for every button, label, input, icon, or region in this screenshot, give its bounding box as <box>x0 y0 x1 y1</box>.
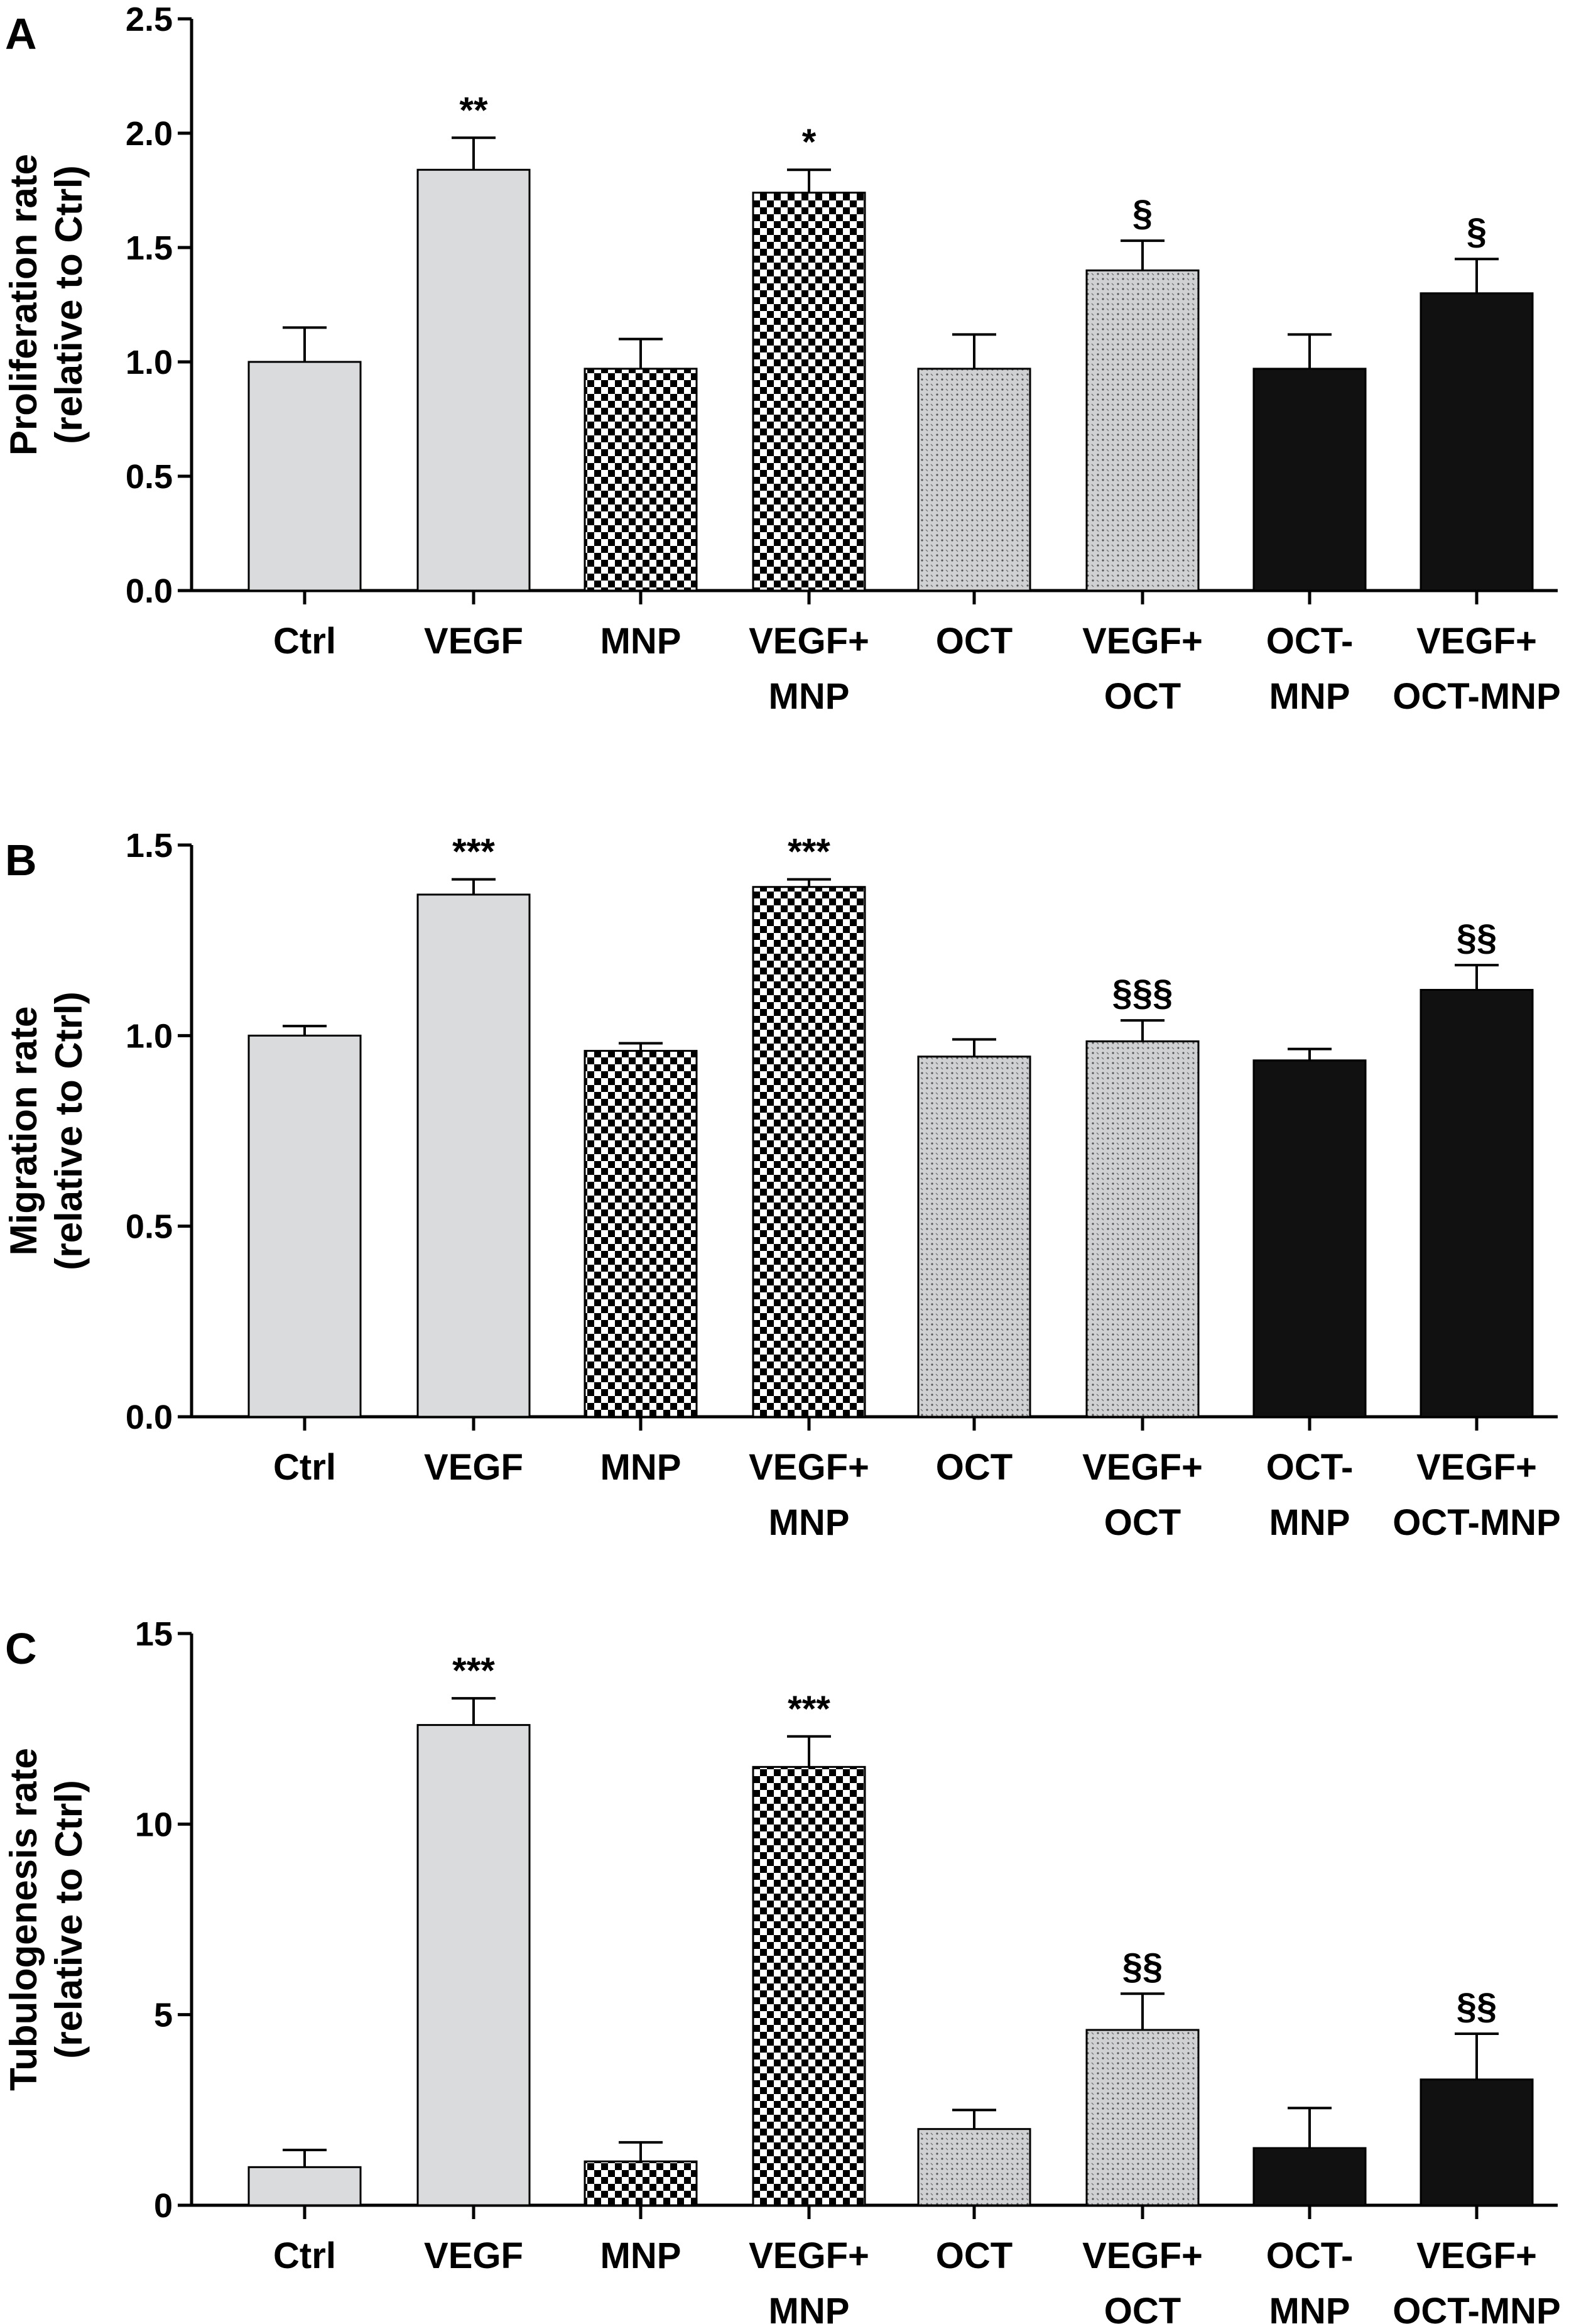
significance-label: *** <box>452 1650 495 1691</box>
panel-letter: A <box>5 9 37 58</box>
category-label: MNP <box>1269 2291 1350 2324</box>
category-label: OCT <box>1104 1502 1181 1543</box>
category-label: OCT <box>1104 2291 1181 2324</box>
category-label: OCT <box>1104 676 1181 717</box>
y-tick-label: 1.0 <box>126 1017 173 1055</box>
category-label: MNP <box>769 1502 850 1543</box>
significance-label: *** <box>788 1689 830 1730</box>
panel-c: C Tubulogenesis rate (relative to Ctrl) 0 5 1… <box>3 1615 1561 2324</box>
category-label: VEGF+ <box>749 1447 869 1488</box>
bar <box>1420 989 1534 1418</box>
bar <box>1085 269 1200 592</box>
y-axis-label: Tubulogenesis rate <box>3 1748 45 2091</box>
category-label: MNP <box>1269 676 1350 717</box>
bar <box>1420 292 1534 592</box>
y-tick-label: 0.0 <box>126 1399 173 1436</box>
bar <box>1420 2078 1534 2207</box>
significance-label: §§ <box>1457 917 1497 958</box>
bar <box>1252 2147 1367 2207</box>
y-axis-label: (relative to Ctrl) <box>48 165 90 444</box>
panel-a: A Proliferation rate (relative to Ctrl) 0.0… <box>3 1 1561 717</box>
bar <box>416 168 531 592</box>
category-label: Ctrl <box>273 1447 336 1488</box>
category-label: MNP <box>600 2235 681 2276</box>
category-label: MNP <box>1269 1502 1350 1543</box>
category-label: VEGF <box>424 621 523 662</box>
category-label: OCT-MNP <box>1393 1502 1560 1543</box>
significance-label: §§ <box>1122 1946 1163 1987</box>
category-label: MNP <box>769 2291 850 2324</box>
category-label: MNP <box>769 676 850 717</box>
bar <box>247 361 362 592</box>
category-label: OCT-MNP <box>1393 2291 1560 2324</box>
bar <box>1252 368 1367 592</box>
y-tick-label: 2.5 <box>126 1 173 38</box>
category-label: Ctrl <box>273 621 336 662</box>
y-tick-label: 5 <box>154 1997 173 2034</box>
y-tick-label: 1.5 <box>126 827 173 865</box>
bar <box>752 192 866 592</box>
category-label: OCT-MNP <box>1393 676 1560 717</box>
significance-label: * <box>802 122 817 163</box>
significance-label: ** <box>459 90 488 131</box>
category-label: OCT <box>936 2235 1013 2276</box>
category-label: VEGF+ <box>1416 1447 1537 1488</box>
category-label: VEGF+ <box>1416 621 1537 662</box>
category-label: VEGF+ <box>1416 2235 1537 2276</box>
bar <box>1085 1040 1200 1418</box>
y-axis-label: (relative to Ctrl) <box>48 991 90 1270</box>
bar <box>1252 1059 1367 1418</box>
bar <box>917 1056 1031 1418</box>
bar <box>584 2160 698 2207</box>
significance-label: § <box>1467 211 1487 252</box>
category-label: OCT <box>936 1447 1013 1488</box>
panel-letter: B <box>5 836 37 885</box>
category-label: Ctrl <box>273 2235 336 2276</box>
bar <box>584 1050 698 1418</box>
category-label: VEGF <box>424 1447 523 1488</box>
y-tick-label: 0.0 <box>126 572 173 610</box>
y-axis-label: Migration rate <box>3 1007 45 1256</box>
category-label: OCT- <box>1266 2235 1354 2276</box>
bar <box>416 893 531 1418</box>
category-label: OCT- <box>1266 1447 1354 1488</box>
category-label: VEGF+ <box>1082 1447 1203 1488</box>
y-tick-label: 0 <box>154 2187 173 2225</box>
y-tick-label: 10 <box>135 1806 173 1843</box>
bar <box>1085 2029 1200 2207</box>
bar <box>584 368 698 592</box>
bar <box>752 1765 866 2207</box>
category-label: MNP <box>600 1447 681 1488</box>
category-label: VEGF <box>424 2235 523 2276</box>
significance-label: §§ <box>1457 1986 1497 2027</box>
panel-letter: C <box>5 1624 37 1673</box>
category-label: VEGF+ <box>749 2235 869 2276</box>
significance-label: *** <box>452 832 495 873</box>
category-label: OCT- <box>1266 621 1354 662</box>
y-tick-label: 0.5 <box>126 1208 173 1246</box>
bar <box>247 1034 362 1418</box>
bar <box>917 2128 1031 2207</box>
y-tick-label: 0.5 <box>126 458 173 496</box>
bar <box>917 368 1031 592</box>
y-axis-label: Proliferation rate <box>3 154 45 456</box>
y-tick-label: 2.0 <box>126 115 173 153</box>
category-label: OCT <box>936 621 1013 662</box>
category-label: VEGF+ <box>1082 2235 1203 2276</box>
category-label: MNP <box>600 621 681 662</box>
bar <box>416 1724 531 2207</box>
panel-b: B Migration rate (relative to Ctrl) 0.0 0.5 1… <box>3 827 1561 1543</box>
category-label: VEGF+ <box>1082 621 1203 662</box>
y-axis-label: (relative to Ctrl) <box>48 1780 90 2058</box>
bar <box>247 2166 362 2207</box>
significance-label: § <box>1132 193 1153 234</box>
significance-label: §§§ <box>1112 973 1173 1013</box>
category-label: VEGF+ <box>749 621 869 662</box>
y-tick-label: 15 <box>135 1615 173 1653</box>
bar <box>752 886 866 1418</box>
y-tick-label: 1.5 <box>126 229 173 267</box>
significance-label: *** <box>788 832 830 873</box>
y-tick-label: 1.0 <box>126 344 173 381</box>
